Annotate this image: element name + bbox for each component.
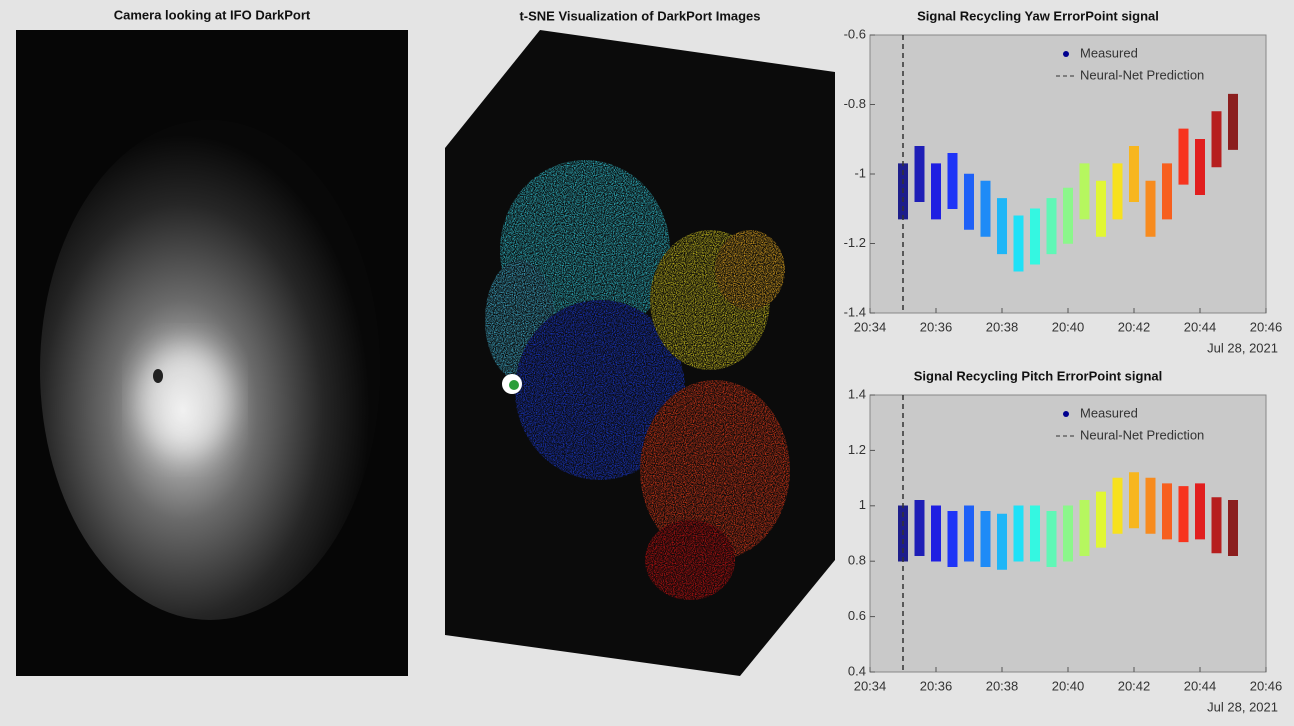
y-tick-label: -0.6 <box>844 26 866 41</box>
y-tick-label: -1.4 <box>844 304 866 319</box>
x-tick-label: 20:44 <box>1184 678 1217 693</box>
camera-spot <box>153 369 163 383</box>
date-label: Jul 28, 2021 <box>1207 340 1278 355</box>
y-tick-label: 0.6 <box>848 608 866 623</box>
y-tick-label: 1.4 <box>848 386 866 401</box>
x-tick-label: 20:40 <box>1052 319 1085 334</box>
panel-title: t-SNE Visualization of DarkPort Images <box>519 8 760 23</box>
figure: Camera looking at IFO DarkPort t-SNE Vis… <box>0 0 1294 726</box>
x-tick-label: 20:46 <box>1250 319 1283 334</box>
legend-label: Measured <box>1080 45 1138 60</box>
x-tick-label: 20:44 <box>1184 319 1217 334</box>
x-tick-label: 20:36 <box>920 319 953 334</box>
legend-label: Measured <box>1080 405 1138 420</box>
x-tick-label: 20:42 <box>1118 319 1151 334</box>
x-tick-label: 20:38 <box>986 319 1019 334</box>
camera-hotspot <box>140 345 230 455</box>
x-tick-label: 20:36 <box>920 678 953 693</box>
x-tick-label: 20:40 <box>1052 678 1085 693</box>
plot-area <box>870 35 1266 313</box>
legend-label: Neural-Net Prediction <box>1080 427 1204 442</box>
cluster <box>715 230 785 310</box>
chart-title: Signal Recycling Yaw ErrorPoint signal <box>917 8 1159 23</box>
y-tick-label: 0.4 <box>848 663 866 678</box>
cluster <box>645 520 735 600</box>
y-tick-label: 0.8 <box>848 553 866 568</box>
y-tick-label: -0.8 <box>844 96 866 111</box>
legend-marker <box>1063 411 1069 417</box>
y-tick-label: -1.2 <box>844 235 866 250</box>
y-tick-label: 1 <box>859 497 866 512</box>
x-tick-label: 20:34 <box>854 319 887 334</box>
panel-title: Camera looking at IFO DarkPort <box>114 7 311 22</box>
legend-marker <box>1063 51 1069 57</box>
chart-title: Signal Recycling Pitch ErrorPoint signal <box>914 368 1163 383</box>
current-marker <box>509 380 519 390</box>
x-tick-label: 20:34 <box>854 678 887 693</box>
legend-label: Neural-Net Prediction <box>1080 67 1204 82</box>
x-tick-label: 20:42 <box>1118 678 1151 693</box>
y-tick-label: -1 <box>854 165 866 180</box>
x-tick-label: 20:46 <box>1250 678 1283 693</box>
x-tick-label: 20:38 <box>986 678 1019 693</box>
date-label: Jul 28, 2021 <box>1207 699 1278 714</box>
y-tick-label: 1.2 <box>848 442 866 457</box>
page: Camera looking at IFO DarkPort t-SNE Vis… <box>0 0 1294 726</box>
